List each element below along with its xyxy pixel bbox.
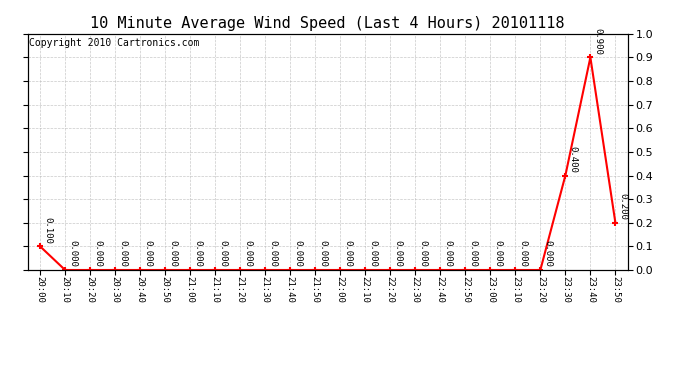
- Text: 0.000: 0.000: [93, 240, 102, 267]
- Text: 0.000: 0.000: [318, 240, 327, 267]
- Title: 10 Minute Average Wind Speed (Last 4 Hours) 20101118: 10 Minute Average Wind Speed (Last 4 Hou…: [90, 16, 565, 31]
- Text: 0.000: 0.000: [518, 240, 527, 267]
- Text: 0.900: 0.900: [593, 28, 602, 55]
- Text: 0.200: 0.200: [618, 193, 627, 220]
- Text: 0.000: 0.000: [193, 240, 202, 267]
- Text: 0.000: 0.000: [343, 240, 352, 267]
- Text: 0.000: 0.000: [243, 240, 252, 267]
- Text: 0.000: 0.000: [368, 240, 377, 267]
- Text: 0.000: 0.000: [468, 240, 477, 267]
- Text: 0.000: 0.000: [68, 240, 77, 267]
- Text: Copyright 2010 Cartronics.com: Copyright 2010 Cartronics.com: [29, 39, 199, 48]
- Text: 0.000: 0.000: [168, 240, 177, 267]
- Text: 0.000: 0.000: [118, 240, 127, 267]
- Text: 0.000: 0.000: [443, 240, 452, 267]
- Text: 0.000: 0.000: [543, 240, 552, 267]
- Text: 0.100: 0.100: [43, 217, 52, 244]
- Text: 0.000: 0.000: [493, 240, 502, 267]
- Text: 0.400: 0.400: [568, 146, 577, 173]
- Text: 0.000: 0.000: [293, 240, 302, 267]
- Text: 0.000: 0.000: [143, 240, 152, 267]
- Text: 0.000: 0.000: [268, 240, 277, 267]
- Text: 0.000: 0.000: [218, 240, 227, 267]
- Text: 0.000: 0.000: [418, 240, 427, 267]
- Text: 0.000: 0.000: [393, 240, 402, 267]
